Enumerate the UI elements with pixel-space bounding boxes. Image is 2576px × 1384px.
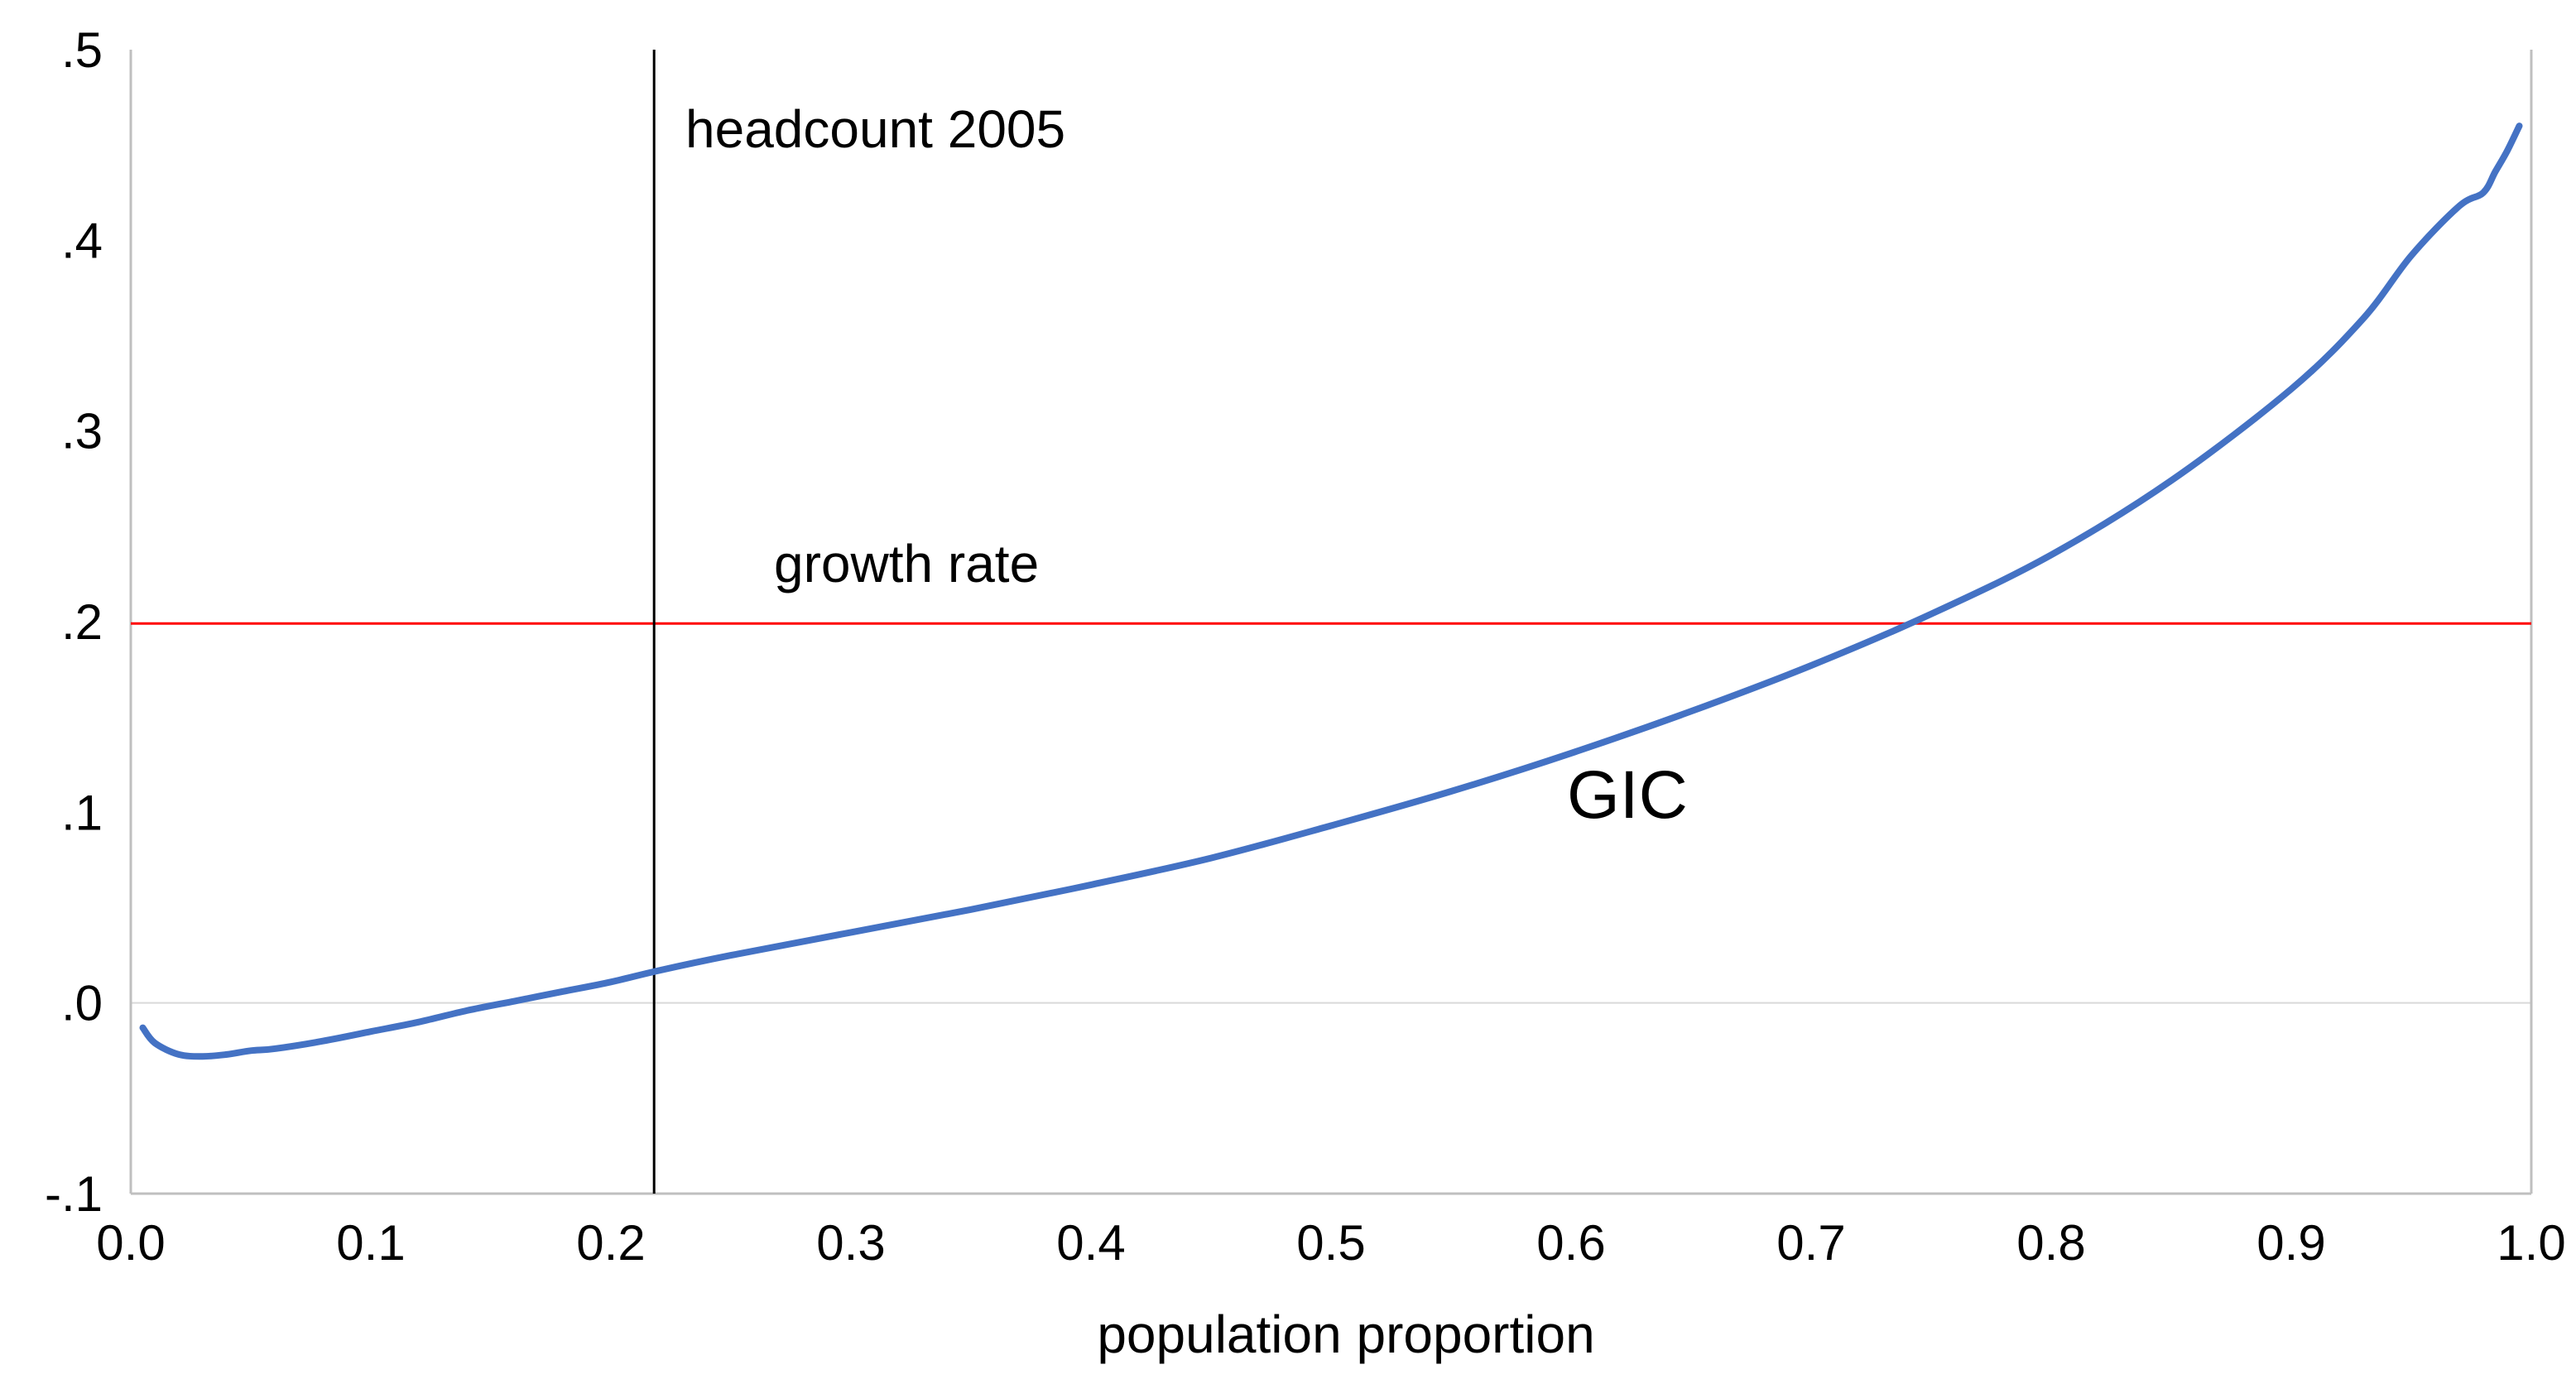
y-axis-ticks: -.1 .0 .1 .2 .3 .4 .5 [45, 22, 103, 1222]
y-tick-label: .2 [61, 594, 103, 650]
x-tick-label: 0.5 [1296, 1215, 1365, 1271]
gic-curve-label: GIC [1567, 757, 1688, 833]
x-tick-label: 0.6 [1536, 1215, 1605, 1271]
x-tick-label: 0.4 [1056, 1215, 1125, 1271]
y-tick-label: .4 [61, 213, 103, 268]
x-tick-label: 0.9 [2256, 1215, 2325, 1271]
x-tick-label: 1.0 [2497, 1215, 2565, 1271]
x-axis-title: population proportion [1097, 1305, 1594, 1364]
y-tick-label: .5 [61, 22, 103, 78]
gic-curve [139, 123, 2523, 1060]
x-tick-label: 0.0 [96, 1215, 165, 1271]
x-tick-label: 0.2 [576, 1215, 645, 1271]
headcount-label: headcount 2005 [685, 99, 1065, 159]
y-tick-label: .1 [61, 785, 103, 840]
y-tick-label: .3 [61, 404, 103, 459]
x-tick-label: 0.8 [2016, 1215, 2085, 1271]
x-tick-label: 0.3 [816, 1215, 885, 1271]
x-tick-label: 0.7 [1776, 1215, 1845, 1271]
x-tick-label: 0.1 [336, 1215, 405, 1271]
y-tick-label: .0 [61, 976, 103, 1031]
x-axis-ticks: 0.0 0.1 0.2 0.3 0.4 0.5 0.6 0.7 0.8 0.9 1.0 [96, 1215, 2565, 1271]
growth-rate-label: growth rate [774, 534, 1039, 593]
y-tick-label: -.1 [45, 1166, 103, 1222]
